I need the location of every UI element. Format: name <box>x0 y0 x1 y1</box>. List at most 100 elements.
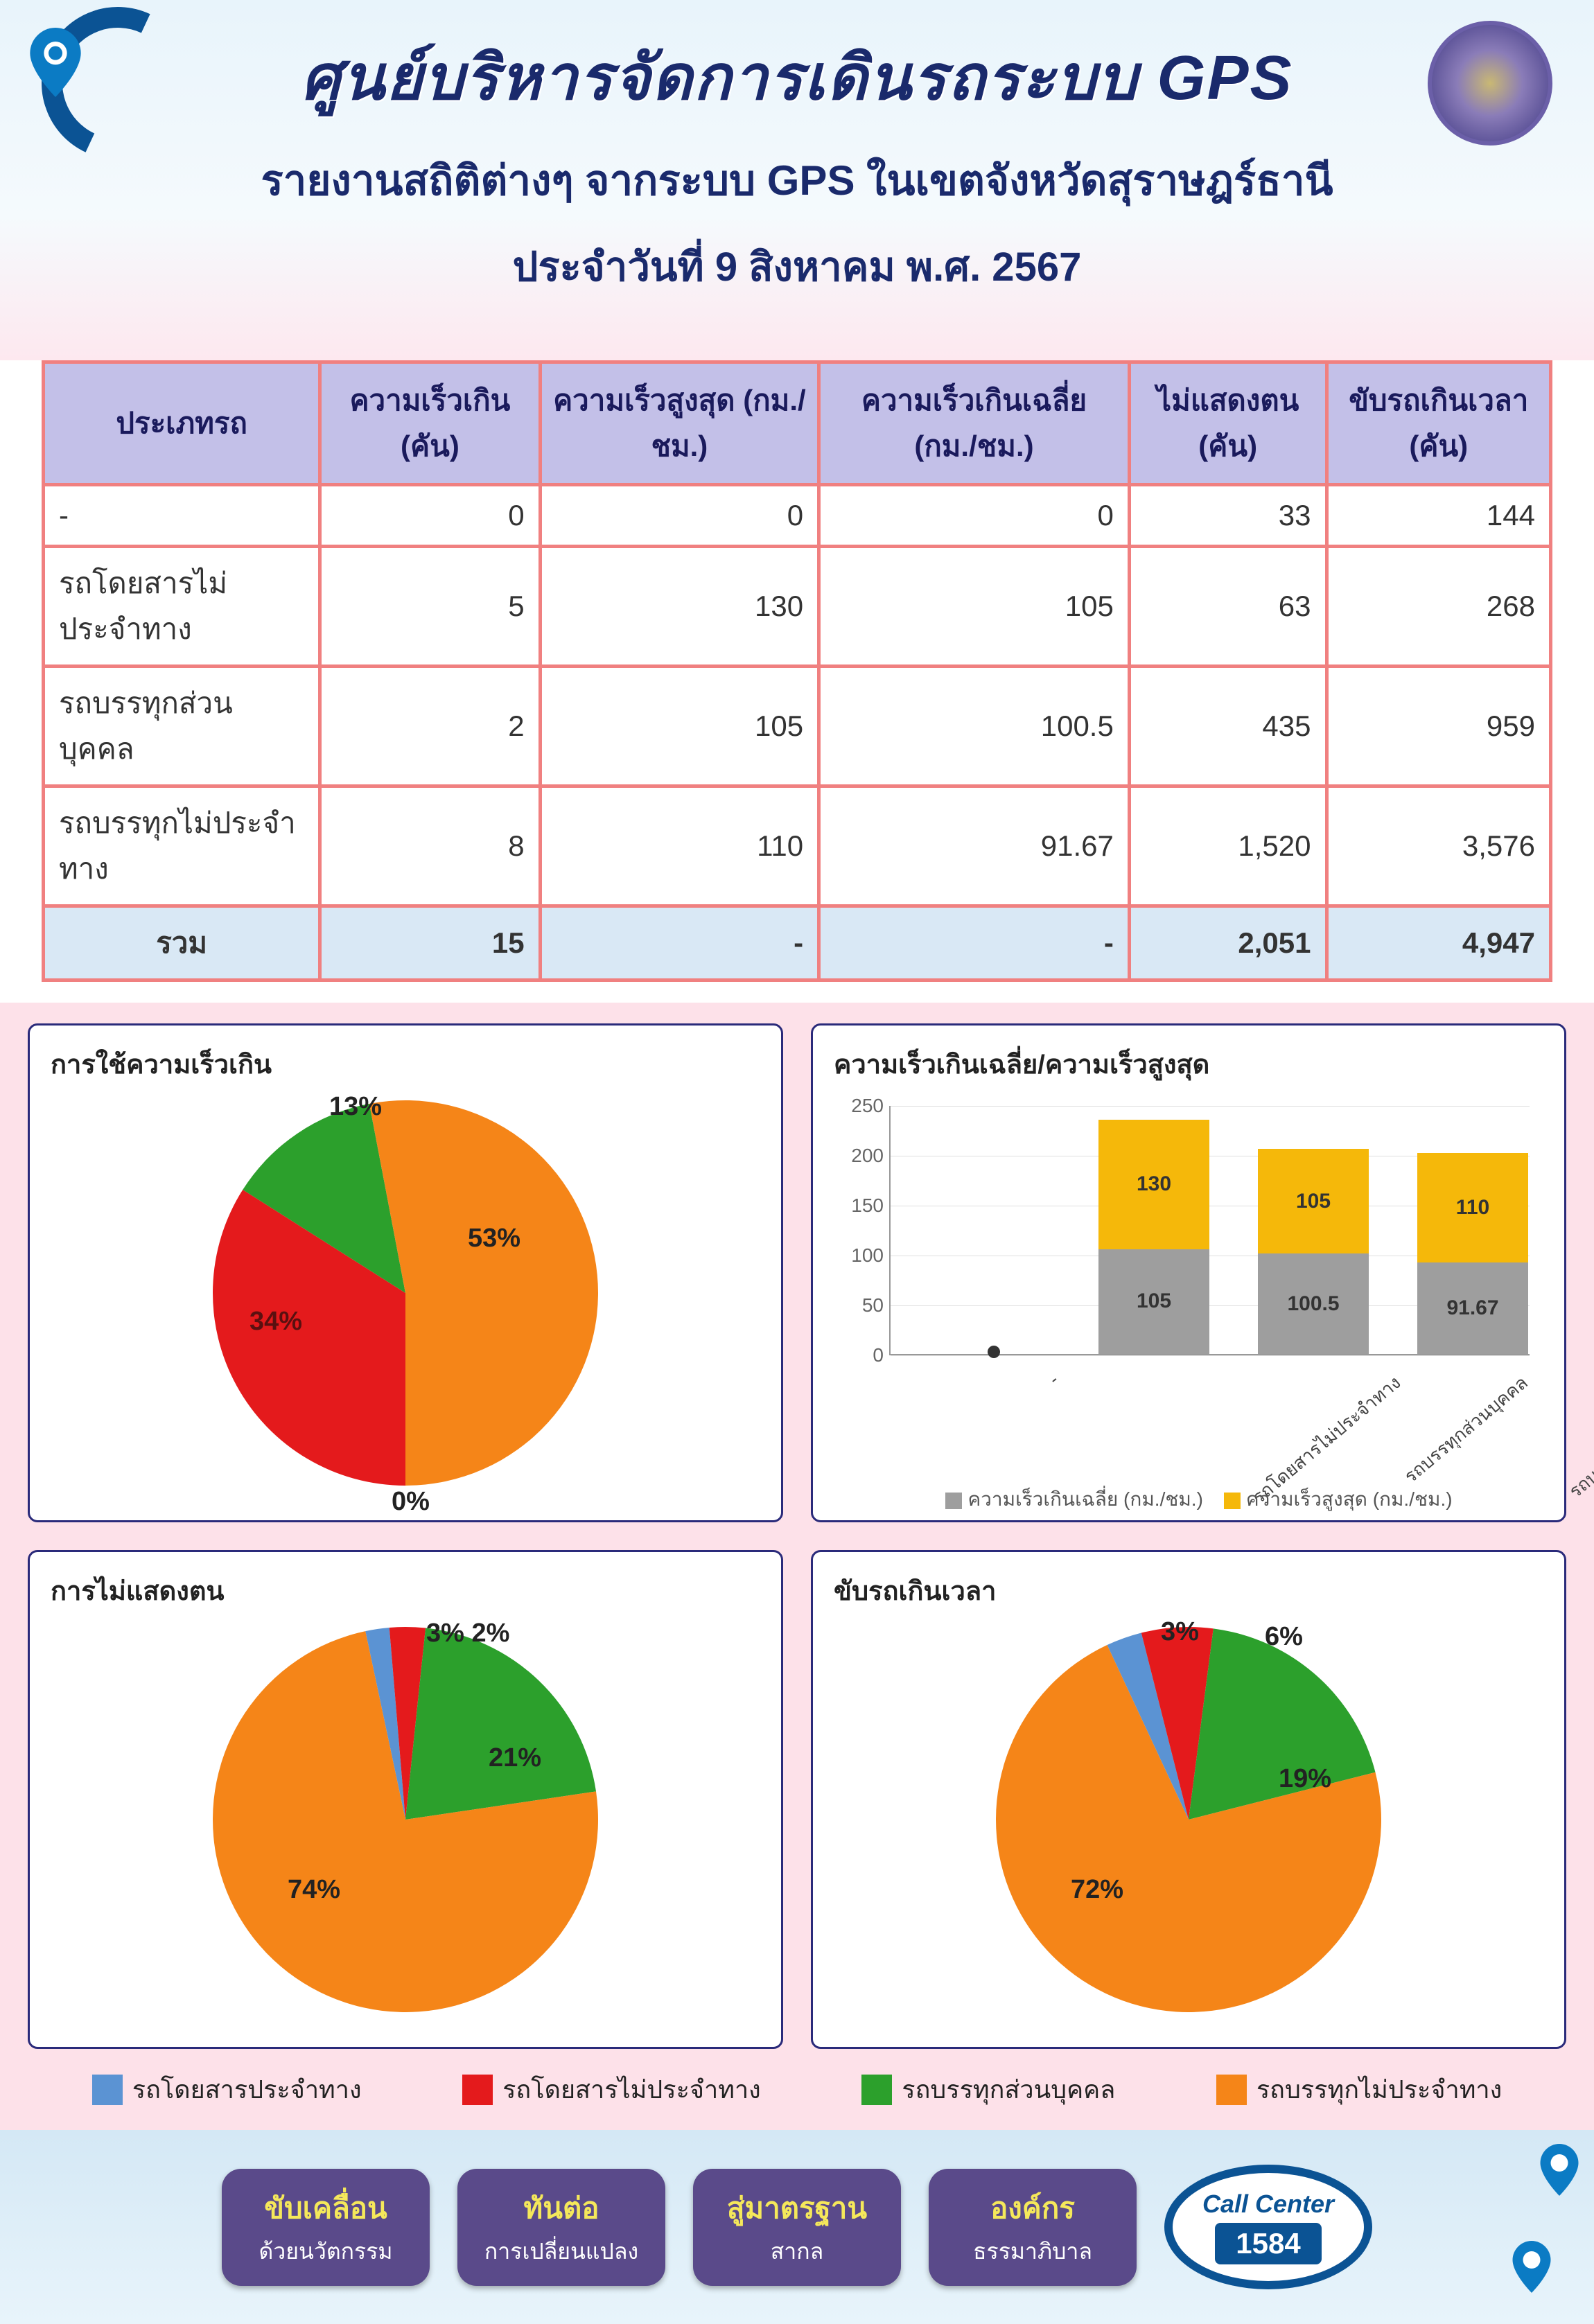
table-cell: 5 <box>320 547 540 667</box>
table-header-cell: ความเร็วสูงสุด (กม./ชม.) <box>540 362 818 485</box>
bar-xlabel: รถบรรทุกไม่ประจำทาง <box>1563 1369 1594 1505</box>
pie-label: 0% <box>392 1487 430 1517</box>
bar-segment-avg: 105 <box>1098 1249 1209 1354</box>
legend-label: รถบรรทุกไม่ประจำทาง <box>1256 2070 1502 2109</box>
table-cell: 105 <box>540 667 818 786</box>
map-pin-icon <box>28 28 83 97</box>
table-cell: 15 <box>320 906 540 980</box>
legend-label: รถโดยสารไม่ประจำทาง <box>502 2070 761 2109</box>
legend-swatch <box>462 2075 493 2105</box>
pie-label: 72% <box>1071 1875 1123 1905</box>
footer-pill: ขับเคลื่อนด้วยนวัตกรรม <box>222 2169 430 2286</box>
bar-legend: ความเร็วเกินเฉลี่ย (กม./ชม.)ความเร็วสูงส… <box>834 1484 1543 1515</box>
chart-no-show: การไม่แสดงตน 3% 2%21%74% <box>28 1550 783 2049</box>
pie-label: 3% <box>1161 1617 1199 1647</box>
pie-label: 6% <box>1265 1622 1303 1652</box>
pie-label: 19% <box>1279 1764 1331 1794</box>
table-header-cell: ไม่แสดงตน (คัน) <box>1129 362 1326 485</box>
bar-xlabel: รถบรรทุกส่วนบุคคล <box>1398 1369 1534 1490</box>
bar-ytick: 250 <box>842 1095 884 1117</box>
table-cell: - <box>819 906 1130 980</box>
table-cell: 0 <box>819 485 1130 547</box>
bar-plot: 050100150200250-105130รถโดยสารไม่ประจำทา… <box>889 1106 1530 1355</box>
legend-swatch <box>92 2075 123 2105</box>
bar-segment-max: 105 <box>1258 1149 1369 1253</box>
table-cell: 2,051 <box>1129 906 1326 980</box>
bar-ytick: 0 <box>842 1344 884 1366</box>
table-cell: 130 <box>540 547 818 667</box>
table-cell: - <box>44 485 320 547</box>
table-header-cell: ความเร็วเกินเฉลี่ย (กม./ชม.) <box>819 362 1130 485</box>
footer-pill: สู่มาตรฐานสากล <box>693 2169 901 2286</box>
table-cell: 0 <box>320 485 540 547</box>
chart-title: ขับรถเกินเวลา <box>834 1569 1543 1612</box>
bar-xlabel: - <box>1044 1369 1063 1389</box>
legend-item: รถบรรทุกไม่ประจำทาง <box>1216 2070 1502 2109</box>
table-cell: รวม <box>44 906 320 980</box>
category-legend: รถโดยสารประจำทาง รถโดยสารไม่ประจำทาง รถบรร… <box>28 2049 1566 2116</box>
table-cell: 0 <box>540 485 818 547</box>
call-center-badge: Call Center1584 <box>1164 2165 1372 2289</box>
pie-label: 74% <box>288 1875 340 1905</box>
chart-title: การไม่แสดงตน <box>51 1569 760 1612</box>
pie-svg <box>211 1099 599 1487</box>
bar-zero-marker <box>988 1346 1000 1358</box>
chart-overtime: ขับรถเกินเวลา 3% 6% 19% 72% <box>811 1550 1566 2049</box>
pie-label: 21% <box>489 1743 541 1773</box>
table-cell: 144 <box>1326 485 1551 547</box>
footer-pill: ทันต่อการเปลี่ยนแปลง <box>457 2169 665 2286</box>
data-table: ประเภทรถความเร็วเกิน (คัน)ความเร็วสูงสุด… <box>42 360 1552 982</box>
table-cell: 959 <box>1326 667 1551 786</box>
table-cell: 1,520 <box>1129 786 1326 906</box>
table-header-cell: ขับรถเกินเวลา (คัน) <box>1326 362 1551 485</box>
chart-speed-usage: การใช้ความเร็วเกิน 0% 34% 13% 53% <box>28 1023 783 1522</box>
legend-item: รถโดยสารไม่ประจำทาง <box>462 2070 761 2109</box>
table-cell: 91.67 <box>819 786 1130 906</box>
legend-label: รถบรรทุกส่วนบุคคล <box>902 2070 1115 2109</box>
title-sub: รายงานสถิติต่างๆ จากระบบ GPS ในเขตจังหวั… <box>55 148 1539 213</box>
table-row: รถโดยสารไม่ประจำทาง513010563268 <box>44 547 1551 667</box>
table-cell: 4,947 <box>1326 906 1551 980</box>
table-cell: 2 <box>320 667 540 786</box>
map-pin-icon <box>1539 2144 1580 2196</box>
table-cell: 33 <box>1129 485 1326 547</box>
pie-label: 53% <box>468 1224 520 1253</box>
table-cell: 105 <box>819 547 1130 667</box>
pie-svg <box>995 1626 1383 2014</box>
chart-avg-max-speed: ความเร็วเกินเฉลี่ย/ความเร็วสูงสุด 050100… <box>811 1023 1566 1522</box>
bar-segment-avg: 91.67 <box>1417 1262 1528 1354</box>
table-cell: รถโดยสารไม่ประจำทาง <box>44 547 320 667</box>
table-row: -00033144 <box>44 485 1551 547</box>
header: ศูนย์บริหารจัดการเดินรถระบบ GPS รายงานสถ… <box>0 0 1594 360</box>
chart-title: ความเร็วเกินเฉลี่ย/ความเร็วสูงสุด <box>834 1043 1543 1085</box>
chart-title: การใช้ความเร็วเกิน <box>51 1043 760 1085</box>
table-cell: รถบรรทุกส่วนบุคคล <box>44 667 320 786</box>
title-date: ประจำวันที่ 9 สิงหาคม พ.ศ. 2567 <box>55 234 1539 299</box>
table-row: รถบรรทุกส่วนบุคคล2105100.5435959 <box>44 667 1551 786</box>
footer-pill: องค์กรธรรมาภิบาล <box>929 2169 1137 2286</box>
crest-logo <box>1428 21 1552 146</box>
table-row: รถบรรทุกไม่ประจำทาง811091.671,5203,576 <box>44 786 1551 906</box>
table-cell: 110 <box>540 786 818 906</box>
pie-svg <box>211 1626 599 2014</box>
pie-slice <box>405 1628 596 1820</box>
table-cell: 63 <box>1129 547 1326 667</box>
bar-ytick: 50 <box>842 1294 884 1317</box>
charts-section: การใช้ความเร็วเกิน 0% 34% 13% 53% ความเร็วเ… <box>0 1003 1594 2130</box>
table-cell: รถบรรทุกไม่ประจำทาง <box>44 786 320 906</box>
table-header-cell: ประเภทรถ <box>44 362 320 485</box>
table-cell: 268 <box>1326 547 1551 667</box>
bar-ytick: 200 <box>842 1145 884 1167</box>
legend-swatch <box>1216 2075 1247 2105</box>
footer: ขับเคลื่อนด้วยนวัตกรรมทันต่อการเปลี่ยนแป… <box>0 2130 1594 2324</box>
legend-item: รถโดยสารประจำทาง <box>92 2070 362 2109</box>
pie-label: 34% <box>249 1307 302 1337</box>
table-cell: 8 <box>320 786 540 906</box>
table-cell: 3,576 <box>1326 786 1551 906</box>
bar-segment-avg: 100.5 <box>1258 1253 1369 1354</box>
pie-label: 13% <box>329 1092 382 1122</box>
legend-item: รถบรรทุกส่วนบุคคล <box>861 2070 1115 2109</box>
bar-ytick: 150 <box>842 1195 884 1217</box>
bar-ytick: 100 <box>842 1244 884 1267</box>
bar-segment-max: 130 <box>1098 1120 1209 1249</box>
